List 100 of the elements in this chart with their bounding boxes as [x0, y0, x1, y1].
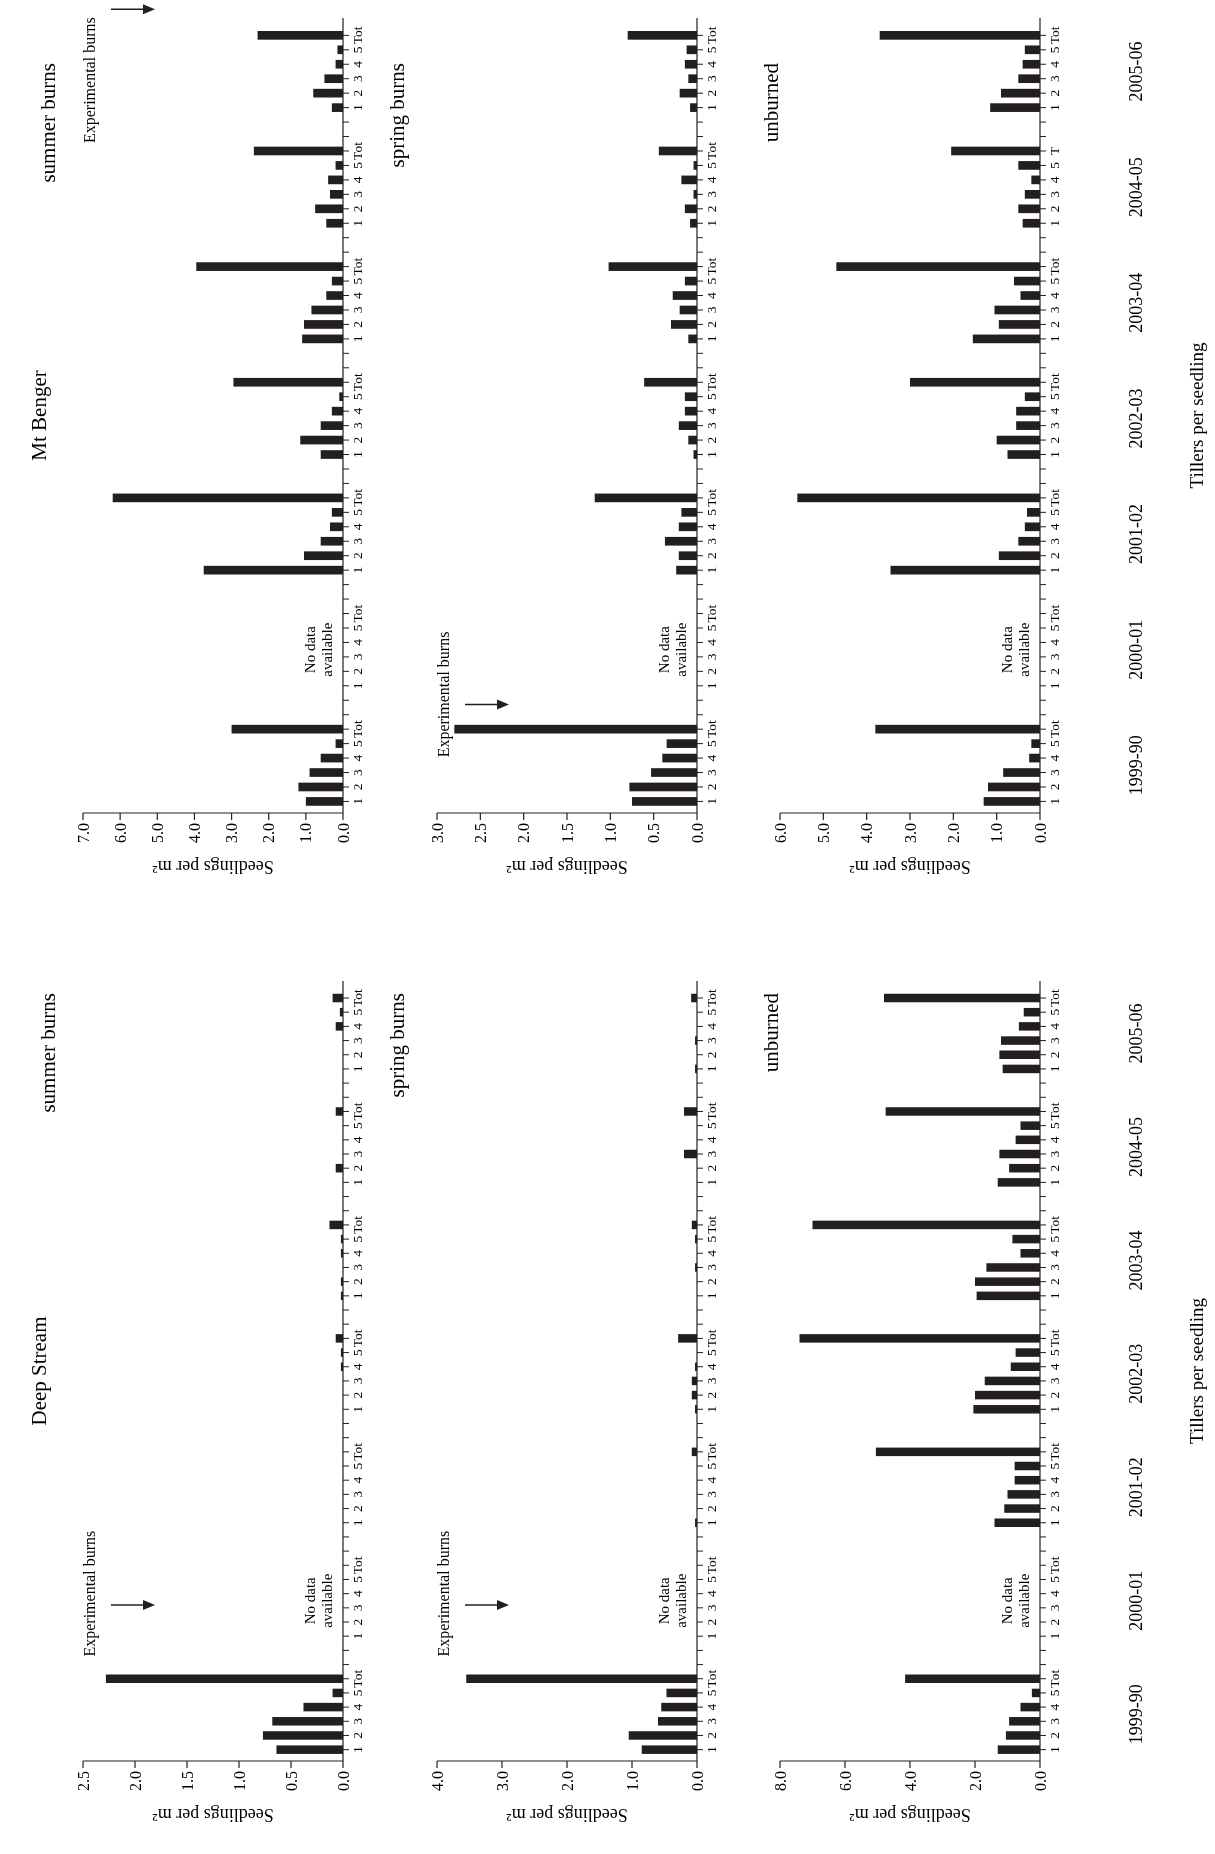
text: 2002-03 — [1126, 1343, 1146, 1404]
y-tick-label: 3 — [704, 1036, 719, 1044]
y-tick-label: Tot — [350, 1442, 365, 1461]
text: 2004-05 — [1126, 157, 1146, 218]
y-tick-label: Tot — [704, 988, 719, 1007]
y-tick-label: Tot — [350, 1329, 365, 1348]
text: unburned — [759, 992, 783, 1073]
y-tick-label: 1 — [350, 682, 365, 690]
y-tick-label: Tot — [1047, 1442, 1062, 1461]
y-tick-label: 5 — [704, 393, 719, 401]
y-tick-label: 2 — [704, 321, 719, 328]
y-tick-label: 2 — [1047, 205, 1062, 213]
y-tick-label: 4 — [704, 407, 719, 415]
y-tick-label: 2 — [350, 1505, 365, 1512]
y-tick-label: 5 — [704, 739, 719, 747]
y-tick-label: 5 — [1047, 277, 1062, 285]
y-tick-label: 3 — [350, 1150, 365, 1158]
y-tick-label: 2 — [704, 1732, 719, 1739]
y-tick-label: 1 — [350, 566, 365, 574]
y-tick-label: 1 — [1047, 335, 1062, 343]
y-tick-label: 4 — [704, 60, 719, 68]
y-tick-label: 3 — [350, 653, 365, 661]
y-tick-label: 3 — [704, 768, 719, 776]
y-tick-label: 2 — [704, 783, 719, 791]
text: 2005-06 — [1126, 41, 1146, 102]
y-tick-label: 3 — [1047, 75, 1062, 83]
y-tick-label: 3 — [350, 1604, 365, 1612]
x-tick-label: 0.5 — [645, 823, 663, 843]
x-tick-label: 6.0 — [836, 1771, 854, 1791]
y-tick-label: 1 — [1047, 1405, 1062, 1413]
y-tick-label: 4 — [1047, 1022, 1062, 1030]
y-tick-label: 2 — [350, 1164, 365, 1172]
y-tick-label: 1 — [1047, 566, 1062, 574]
y-tick-label: 3 — [350, 190, 365, 198]
annotation: No data available — [999, 1573, 1033, 1628]
y-tick-label: 5 — [704, 1462, 719, 1470]
y-tick-label: 5 — [704, 624, 719, 632]
annotation: Experimental burns — [435, 631, 453, 758]
x-tick-label: 2.0 — [260, 823, 278, 843]
y-tick-label: 1 — [704, 1292, 719, 1300]
y-tick-label: 4 — [1047, 1136, 1062, 1144]
y-tick-label: 3 — [1047, 1036, 1062, 1044]
y-tick-label: 5 — [350, 1689, 365, 1697]
x-tick-label: 5.0 — [814, 823, 832, 843]
text: 2003-04 — [1126, 1230, 1146, 1291]
y-tick-label: 2 — [350, 1278, 365, 1286]
x-axis-title: Seedlings per m² — [506, 857, 628, 877]
y-tick-label: 5 — [1047, 1235, 1062, 1243]
y-tick-label: 3 — [704, 537, 719, 545]
x-tick-label: 1.5 — [558, 823, 576, 843]
x-tick-label: 0.0 — [1031, 823, 1049, 843]
y-tick-label: 3 — [704, 1263, 719, 1271]
y-tick-label: 5 — [1047, 1008, 1062, 1016]
y-tick-label: 1 — [1047, 451, 1062, 458]
y-tick-label: 3 — [704, 1717, 719, 1725]
y-tick-label: Tot — [704, 373, 719, 392]
y-tick-label: 2 — [704, 1618, 719, 1626]
y-tick-label: 4 — [350, 1249, 365, 1257]
text: 2005-06 — [1126, 1003, 1146, 1064]
y-tick-label: 4 — [1047, 291, 1062, 299]
x-tick-label: 3.0 — [901, 823, 919, 843]
y-tick-label: Tot — [704, 26, 719, 45]
text: unburned — [759, 62, 783, 143]
y-tick-label: 3 — [1047, 1490, 1062, 1498]
text: 2004-05 — [1126, 1116, 1146, 1177]
y-tick-label: Tot — [350, 1215, 365, 1234]
y-tick-label: 4 — [350, 291, 365, 299]
y-tick-label: 1 — [704, 1632, 719, 1640]
y-tick-label: 1 — [1047, 1519, 1062, 1527]
text: 1999-90 — [1126, 735, 1146, 796]
y-tick-label: 3 — [704, 306, 719, 314]
y-tick-label: 4 — [1047, 176, 1062, 184]
y-tick-label: Tot — [350, 26, 365, 45]
x-axis-title: Seedlings per m² — [152, 1805, 274, 1825]
y-tick-label: 1 — [350, 1519, 365, 1527]
y-tick-label: 5 — [350, 1575, 365, 1583]
y-tick-label: 3 — [704, 653, 719, 661]
x-tick-label: 0.0 — [334, 823, 352, 843]
y-tick-label: Tot — [704, 1102, 719, 1121]
x-tick-label: 1.0 — [601, 823, 619, 843]
y-tick-label: 2 — [350, 783, 365, 791]
text: spring burns — [385, 63, 409, 168]
y-tick-label: 5 — [704, 1348, 719, 1356]
y-tick-label: Tot — [704, 257, 719, 276]
y-tick-label: Tot — [350, 1556, 365, 1575]
x-tick-label: 1.0 — [230, 1771, 248, 1791]
y-tick-label: 1 — [1047, 682, 1062, 690]
y-tick-label: 4 — [704, 1363, 719, 1371]
y-tick-label: 3 — [704, 190, 719, 198]
annotation: No data available — [302, 1573, 336, 1628]
y-tick-label: 5 — [704, 161, 719, 169]
x-tick-label: 8.0 — [771, 1771, 789, 1791]
y-tick-label: Tot — [1047, 1556, 1062, 1575]
y-tick-label: 1 — [1047, 1746, 1062, 1754]
y-tick-label: 4 — [704, 291, 719, 299]
y-tick-label: 1 — [350, 1292, 365, 1300]
y-tick-label: 1 — [704, 1065, 719, 1073]
annotation: Experimental burns — [81, 17, 99, 144]
x-tick-label: 0.0 — [688, 823, 706, 843]
y-tick-label: 5 — [350, 1462, 365, 1470]
